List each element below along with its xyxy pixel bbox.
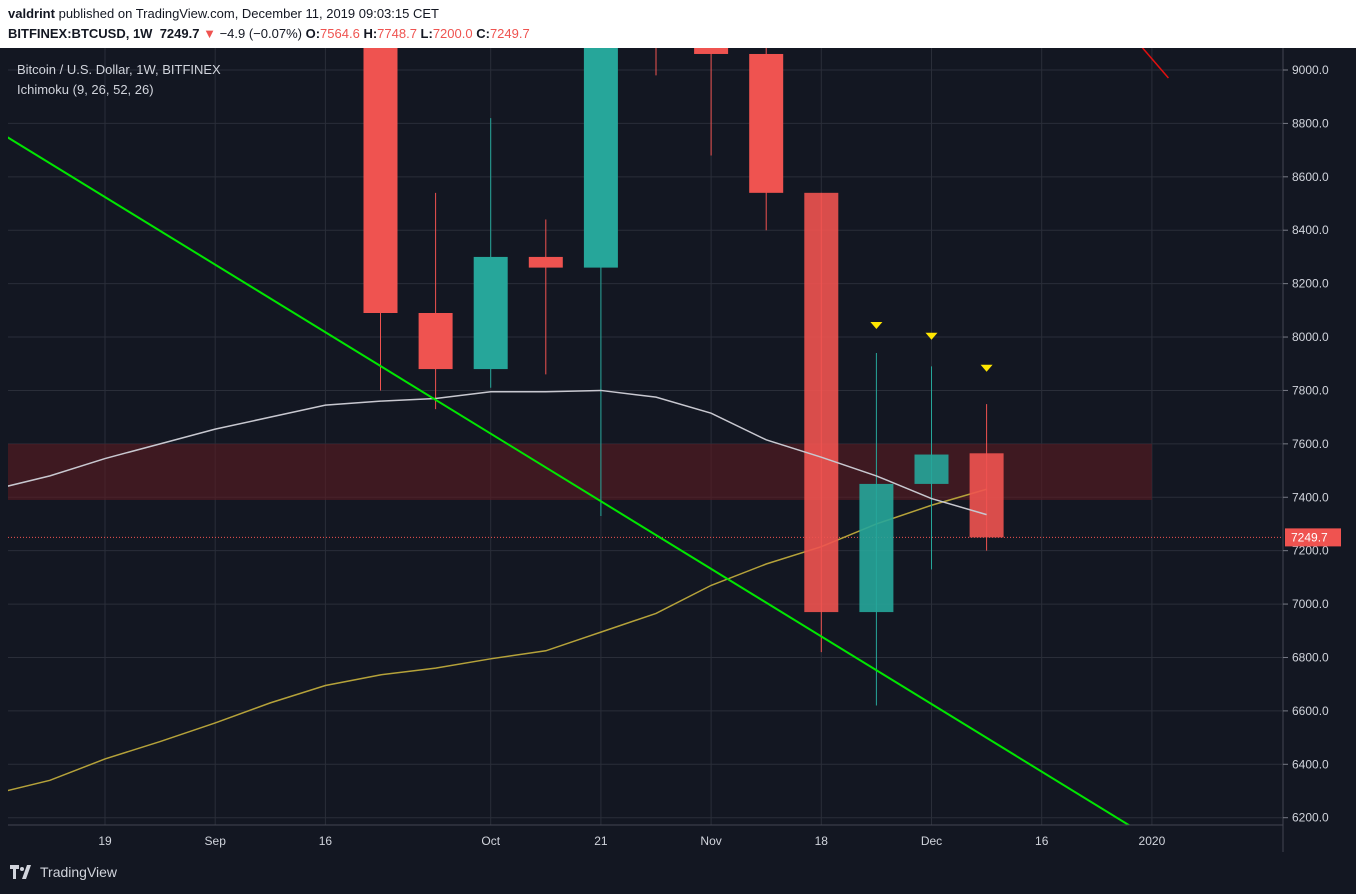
change-value: −4.9 (−0.07%) (219, 26, 302, 41)
last-price-badge (1285, 528, 1341, 547)
price-tick-label: 8600.0 (1292, 170, 1329, 184)
legend-indicator[interactable]: Ichimoku (9, 26, 52, 26) (17, 82, 154, 97)
time-tick-label: 16 (319, 834, 333, 848)
price-tick-label: 7000.0 (1292, 597, 1329, 611)
kijun-sen-line (8, 389, 987, 516)
price-tick-label: 7200.0 (1292, 544, 1329, 558)
publisher-line: valdrint published on TradingView.com, D… (8, 6, 439, 21)
symbol-line: BITFINEX:BTCUSD, 1W 7249.7 ▼ −4.9 (−0.07… (8, 26, 530, 41)
tradingview-logo-icon (10, 865, 31, 879)
candle-body (969, 453, 1004, 538)
legend-title: Bitcoin / U.S. Dollar, 1W, BITFINEX (17, 62, 221, 77)
senkou-span-line (8, 488, 987, 792)
price-tick-label: 8000.0 (1292, 330, 1329, 344)
down-marker-icon (980, 364, 993, 372)
low-value: 7200.0 (432, 26, 473, 41)
candle-body (583, 48, 618, 268)
candle-body (528, 256, 563, 268)
price-tick-label: 6600.0 (1292, 704, 1329, 718)
footer (0, 852, 1356, 894)
tradingview-logo[interactable]: TradingView (10, 864, 117, 880)
price-tick-label: 6200.0 (1292, 811, 1329, 825)
down-marker-icon (925, 332, 938, 340)
chart-legend: Bitcoin / U.S. Dollar, 1W, BITFINEX Ichi… (17, 60, 221, 100)
open-value: 7564.6 (320, 26, 360, 41)
open-label: O: (305, 26, 321, 41)
close-value: 7249.7 (489, 26, 530, 41)
candle-body (363, 48, 398, 314)
time-tick-label: 21 (594, 834, 608, 848)
time-tick-label: Sep (205, 834, 227, 848)
candle-body (694, 48, 729, 54)
price-tick-label: 7400.0 (1292, 490, 1329, 504)
resistance-zone (8, 443, 1152, 500)
time-tick-label: Nov (700, 834, 721, 848)
last-price-badge-label: 7249.7 (1291, 530, 1328, 544)
change-arrow-icon: ▼ (203, 26, 216, 41)
publisher-name[interactable]: valdrint (8, 6, 55, 21)
time-tick-label: 16 (1035, 834, 1049, 848)
low-label: L: (420, 26, 433, 41)
price-tick-label: 8400.0 (1292, 223, 1329, 237)
price-tick-label: 6400.0 (1292, 757, 1329, 771)
candle-body (914, 454, 949, 484)
last-price: 7249.7 (159, 26, 200, 41)
time-tick-label: 18 (815, 834, 829, 848)
publish-header: valdrint published on TradingView.com, D… (0, 0, 1356, 48)
candle-body (639, 0, 673, 17)
high-value: 7748.7 (377, 26, 417, 41)
high-label: H: (363, 26, 378, 41)
descending-trendline (8, 136, 1131, 825)
symbol-name: BITFINEX:BTCUSD, 1W (8, 26, 153, 41)
plot-area (8, 0, 1283, 825)
time-tick-label: Dec (921, 834, 942, 848)
time-tick-label: Oct (481, 834, 500, 848)
candle-body (804, 192, 839, 613)
time-tick-label: 2020 (1139, 834, 1166, 848)
candle-body (418, 313, 453, 370)
price-tick-label: 8200.0 (1292, 277, 1329, 291)
candle-body (749, 53, 784, 193)
time-tick-label: 19 (98, 834, 112, 848)
candle-body (859, 483, 894, 613)
published-text: published on TradingView.com, December 1… (58, 6, 439, 21)
price-tick-label: 9000.0 (1292, 63, 1329, 77)
red-trendline (1141, 48, 1169, 79)
price-tick-label: 8800.0 (1292, 116, 1329, 130)
close-label: C: (476, 26, 490, 41)
price-tick-label: 7600.0 (1292, 437, 1329, 451)
price-tick-label: 6800.0 (1292, 650, 1329, 664)
price-tick-label: 7800.0 (1292, 383, 1329, 397)
candle-body (473, 256, 508, 370)
down-marker-icon (870, 322, 883, 330)
tradingview-brand: TradingView (40, 864, 118, 880)
